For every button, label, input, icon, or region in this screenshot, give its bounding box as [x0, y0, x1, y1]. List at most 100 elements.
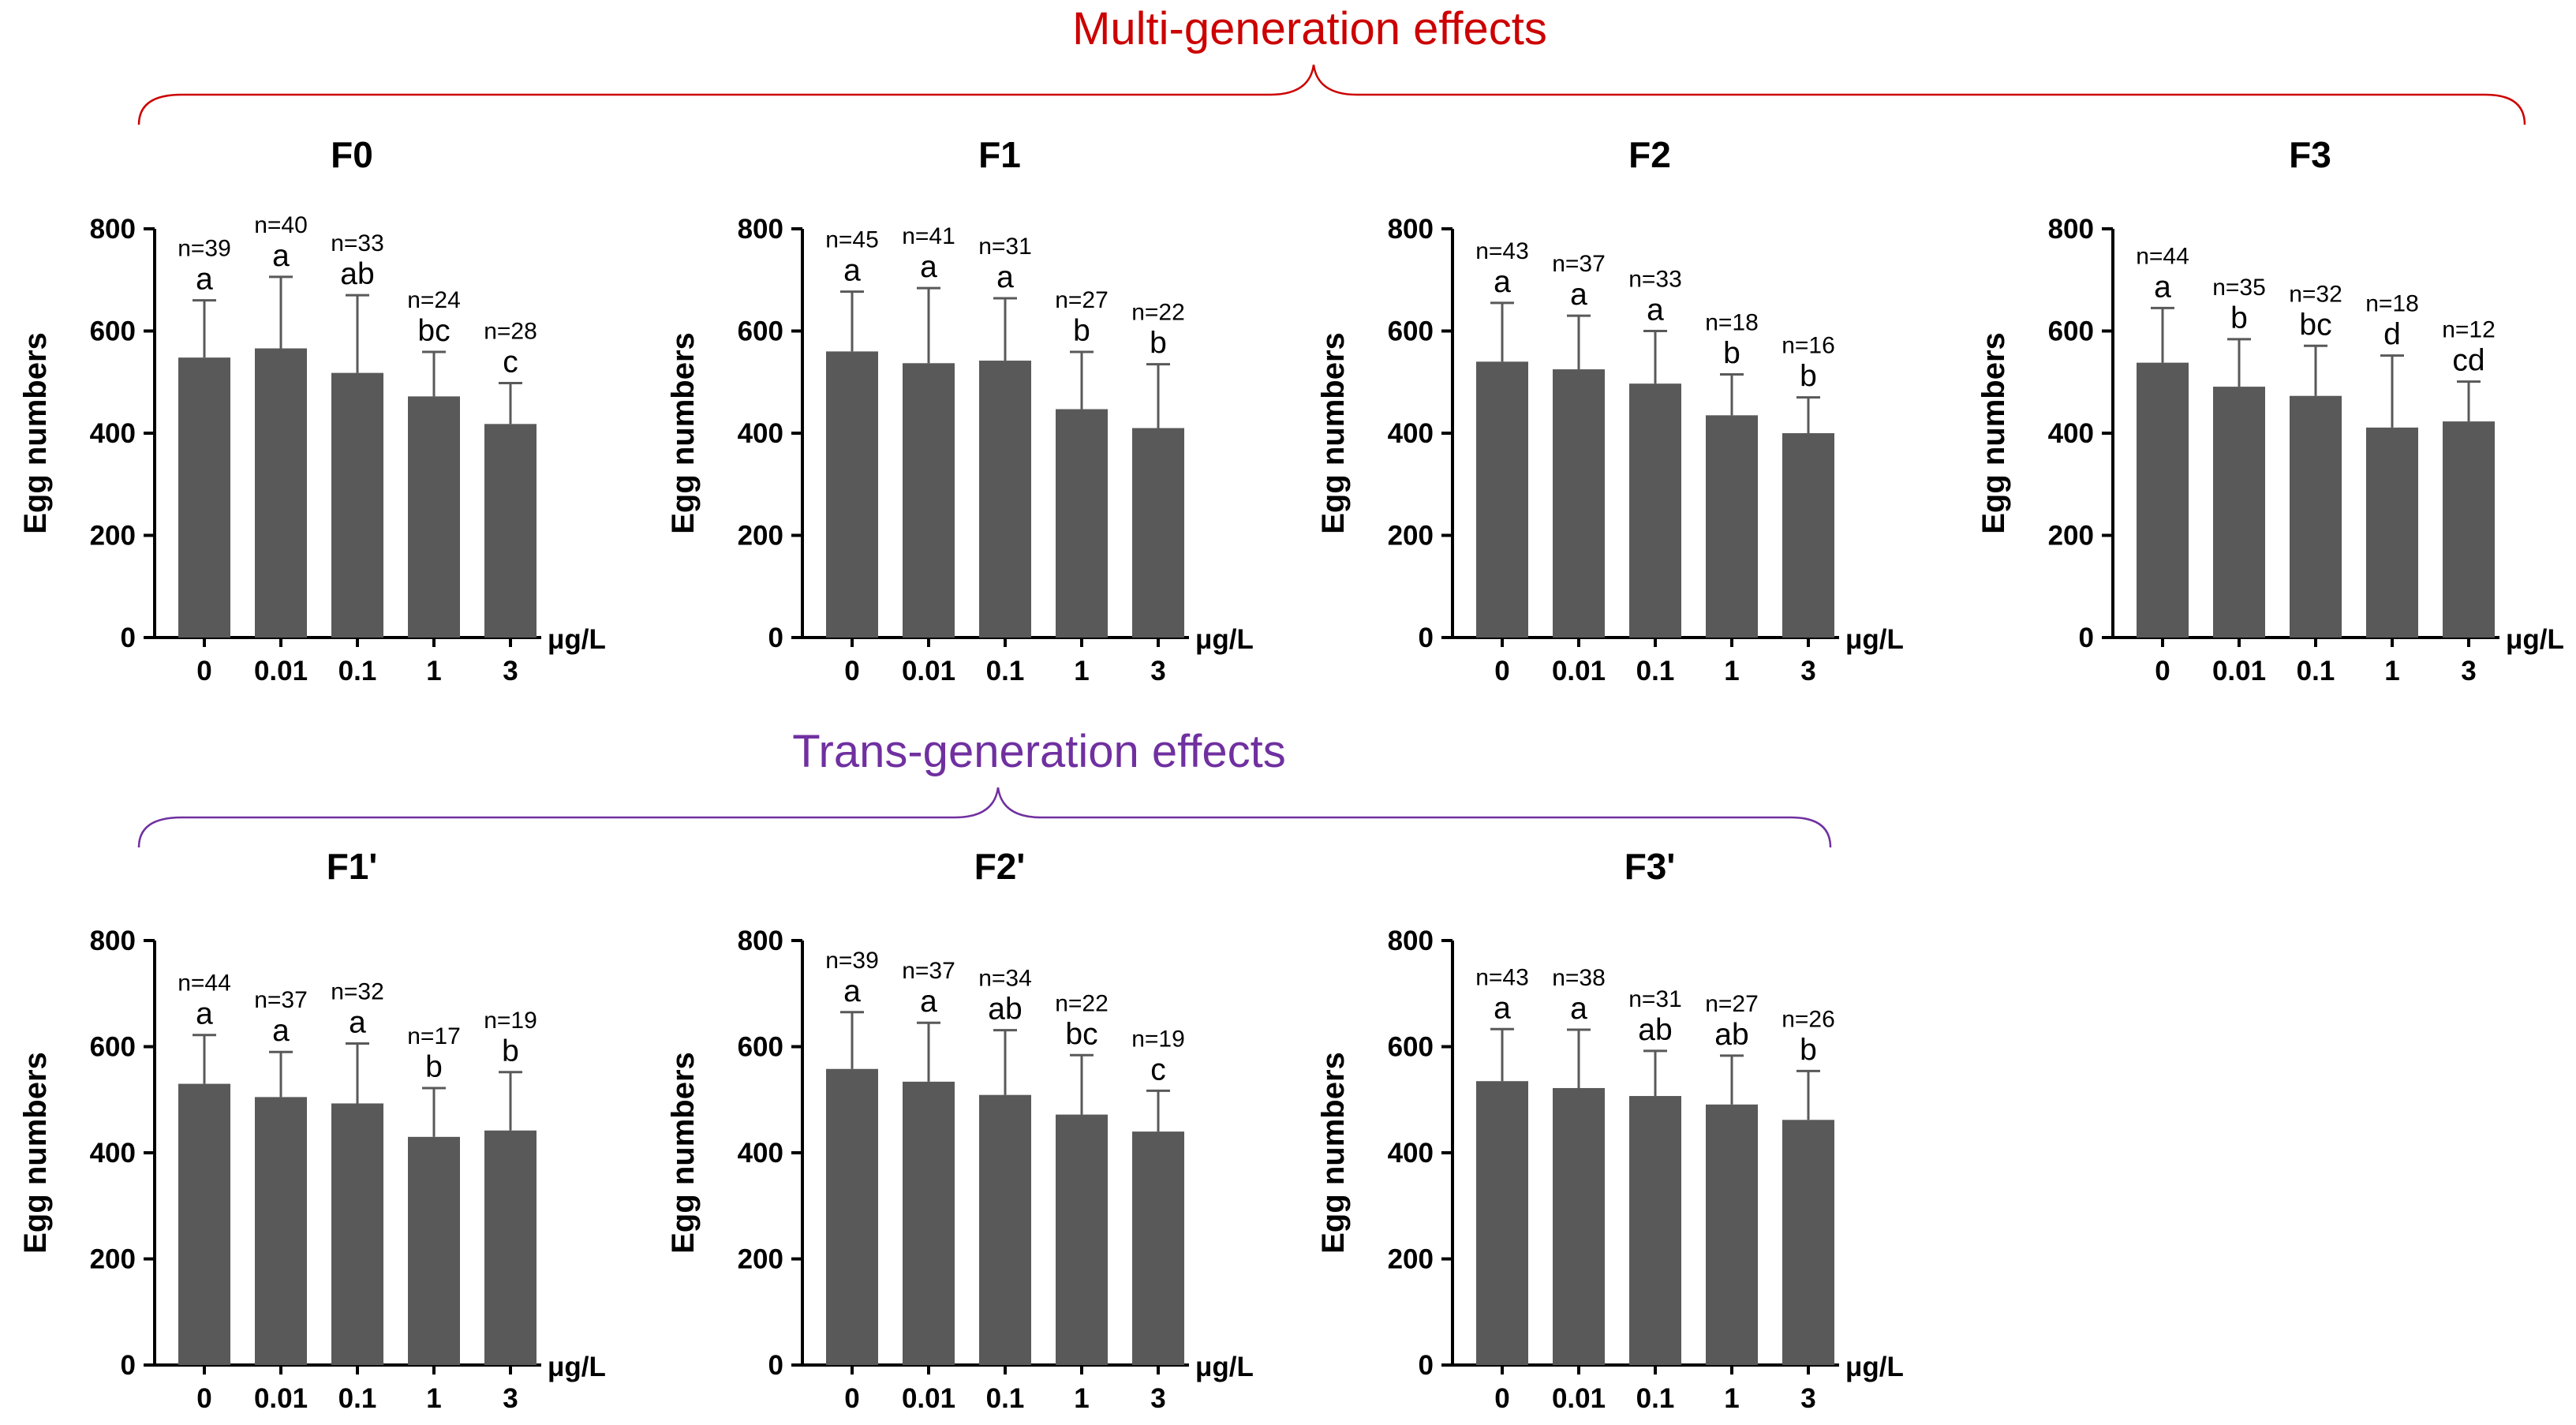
significance-label: b	[1073, 314, 1090, 348]
x-tick-label: 3	[1150, 656, 1165, 686]
x-tick-label: 0	[844, 1383, 859, 1414]
bar	[1476, 361, 1528, 638]
significance-label: b	[502, 1034, 519, 1068]
sample-size-label: n=32	[331, 978, 384, 1004]
x-unit-label: μg/L	[2506, 624, 2564, 655]
x-tick-label: 0.1	[338, 656, 377, 686]
sample-size-label: n=22	[1131, 300, 1185, 326]
y-tick-label: 800	[738, 214, 783, 245]
y-tick-label: 0	[768, 1350, 783, 1381]
x-tick-label: 3	[2461, 656, 2476, 686]
y-tick-label: 0	[121, 1350, 136, 1381]
significance-label: c	[1150, 1053, 1166, 1087]
bar	[331, 1103, 383, 1365]
significance-label: a	[196, 263, 213, 297]
significance-label: a	[920, 250, 937, 284]
significance-label: c	[503, 346, 518, 380]
significance-label: a	[1494, 265, 1511, 299]
sample-size-label: n=18	[1705, 310, 1759, 336]
significance-label: ab	[1638, 1013, 1672, 1047]
sample-size-label: n=45	[825, 227, 879, 253]
trans-generation-title: Trans-generation effects	[792, 726, 1285, 777]
x-tick-label: 0.1	[338, 1383, 377, 1414]
bar	[408, 396, 460, 638]
significance-label: a	[1494, 991, 1511, 1025]
significance-label: ab	[1714, 1018, 1748, 1052]
significance-label: a	[196, 997, 213, 1031]
sample-size-label: n=27	[1705, 991, 1759, 1017]
y-tick-label: 800	[1388, 926, 1434, 956]
sample-size-label: n=18	[2365, 291, 2419, 317]
y-tick-label: 200	[90, 521, 136, 552]
y-axis-label: Egg numbers	[18, 1052, 53, 1254]
y-axis-label: Egg numbers	[1976, 332, 2011, 534]
y-tick-label: 200	[2048, 521, 2094, 552]
bar	[2137, 362, 2189, 638]
y-tick-label: 800	[2048, 214, 2094, 245]
y-tick-label: 400	[738, 1138, 783, 1169]
sample-size-label: n=39	[825, 948, 879, 974]
sample-size-label: n=44	[178, 971, 231, 997]
sample-size-label: n=37	[1552, 251, 1606, 277]
bar	[903, 1081, 955, 1365]
sample-size-label: n=32	[2289, 281, 2342, 307]
x-tick-label: 0	[1494, 1383, 1509, 1414]
significance-label: b	[1800, 1033, 1817, 1067]
bar	[1553, 1087, 1605, 1365]
bar	[1782, 1120, 1834, 1365]
significance-label: bc	[1065, 1017, 1097, 1051]
bar	[1132, 428, 1184, 638]
sample-size-label: n=38	[1552, 965, 1606, 991]
significance-label: b	[1150, 327, 1167, 361]
y-tick-label: 0	[768, 623, 783, 653]
sample-size-label: n=31	[978, 234, 1032, 260]
x-tick-label: 3	[503, 656, 518, 686]
sample-size-label: n=12	[2442, 317, 2496, 343]
significance-label: bc	[417, 314, 450, 348]
x-tick-label: 0.1	[1636, 1383, 1675, 1414]
y-tick-label: 400	[1388, 1138, 1434, 1169]
significance-label: a	[272, 239, 290, 273]
bar	[484, 424, 537, 638]
significance-label: a	[1570, 278, 1587, 312]
x-unit-label: μg/L	[1195, 624, 1254, 655]
y-tick-label: 800	[738, 926, 783, 956]
chart-title: F2'	[974, 846, 1026, 887]
bar	[178, 1083, 230, 1365]
significance-label: a	[843, 254, 861, 288]
y-tick-label: 200	[738, 1244, 783, 1275]
y-tick-label: 600	[2048, 316, 2094, 347]
x-tick-label: 1	[1724, 1383, 1739, 1414]
bar	[826, 1068, 878, 1365]
y-tick-label: 0	[1419, 623, 1434, 653]
sample-size-label: n=43	[1475, 238, 1529, 264]
x-tick-label: 0.1	[1636, 656, 1675, 686]
y-tick-label: 600	[1388, 316, 1434, 347]
bar	[2366, 427, 2418, 638]
significance-label: bc	[2299, 308, 2331, 342]
bar	[903, 363, 955, 638]
significance-label: cd	[2452, 344, 2484, 378]
significance-label: a	[843, 974, 861, 1008]
y-tick-label: 400	[1388, 418, 1434, 449]
chart-title: F2	[1628, 134, 1671, 175]
bar	[1629, 383, 1681, 638]
significance-label: ab	[988, 993, 1022, 1027]
significance-label: a	[349, 1005, 366, 1039]
y-tick-label: 600	[90, 316, 136, 347]
x-tick-label: 3	[1150, 1383, 1165, 1414]
y-tick-label: 800	[1388, 214, 1434, 245]
x-tick-label: 0.1	[986, 1383, 1025, 1414]
y-tick-label: 600	[738, 1032, 783, 1063]
sample-size-label: n=19	[1131, 1026, 1185, 1052]
bar	[2443, 421, 2495, 638]
y-tick-label: 400	[2048, 418, 2094, 449]
bar	[331, 372, 383, 638]
x-tick-label: 0.01	[1552, 656, 1606, 686]
